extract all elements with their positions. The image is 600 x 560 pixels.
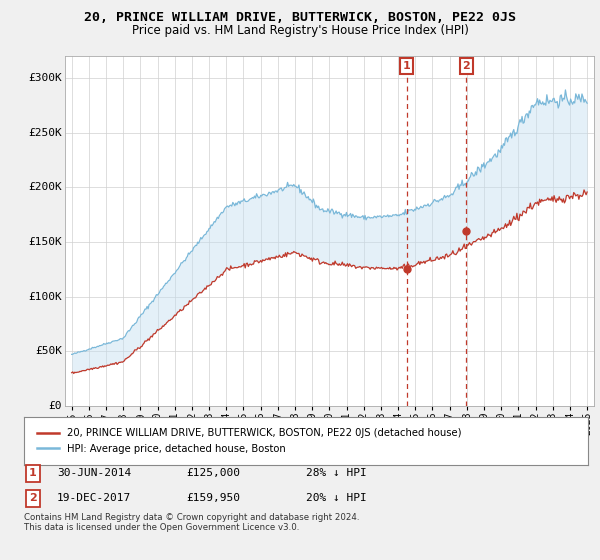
Text: 20% ↓ HPI: 20% ↓ HPI <box>306 493 367 503</box>
Text: £125,000: £125,000 <box>186 468 240 478</box>
Text: 2: 2 <box>463 61 470 71</box>
Text: 1: 1 <box>403 61 410 71</box>
Text: Price paid vs. HM Land Registry's House Price Index (HPI): Price paid vs. HM Land Registry's House … <box>131 24 469 36</box>
Text: £100K: £100K <box>28 292 62 302</box>
Text: 30-JUN-2014: 30-JUN-2014 <box>57 468 131 478</box>
Text: 1: 1 <box>29 468 37 478</box>
Text: This data is licensed under the Open Government Licence v3.0.: This data is licensed under the Open Gov… <box>24 523 299 532</box>
Text: £159,950: £159,950 <box>186 493 240 503</box>
Text: 2: 2 <box>29 493 37 503</box>
Text: £50K: £50K <box>35 346 62 356</box>
Text: £0: £0 <box>49 401 62 411</box>
Text: £250K: £250K <box>28 128 62 138</box>
Text: Contains HM Land Registry data © Crown copyright and database right 2024.: Contains HM Land Registry data © Crown c… <box>24 513 359 522</box>
Text: £300K: £300K <box>28 73 62 83</box>
Text: £200K: £200K <box>28 182 62 192</box>
Text: £150K: £150K <box>28 237 62 247</box>
Text: 28% ↓ HPI: 28% ↓ HPI <box>306 468 367 478</box>
Text: 19-DEC-2017: 19-DEC-2017 <box>57 493 131 503</box>
Text: 20, PRINCE WILLIAM DRIVE, BUTTERWICK, BOSTON, PE22 0JS: 20, PRINCE WILLIAM DRIVE, BUTTERWICK, BO… <box>84 11 516 24</box>
Legend: 20, PRINCE WILLIAM DRIVE, BUTTERWICK, BOSTON, PE22 0JS (detached house), HPI: Av: 20, PRINCE WILLIAM DRIVE, BUTTERWICK, BO… <box>32 423 466 459</box>
